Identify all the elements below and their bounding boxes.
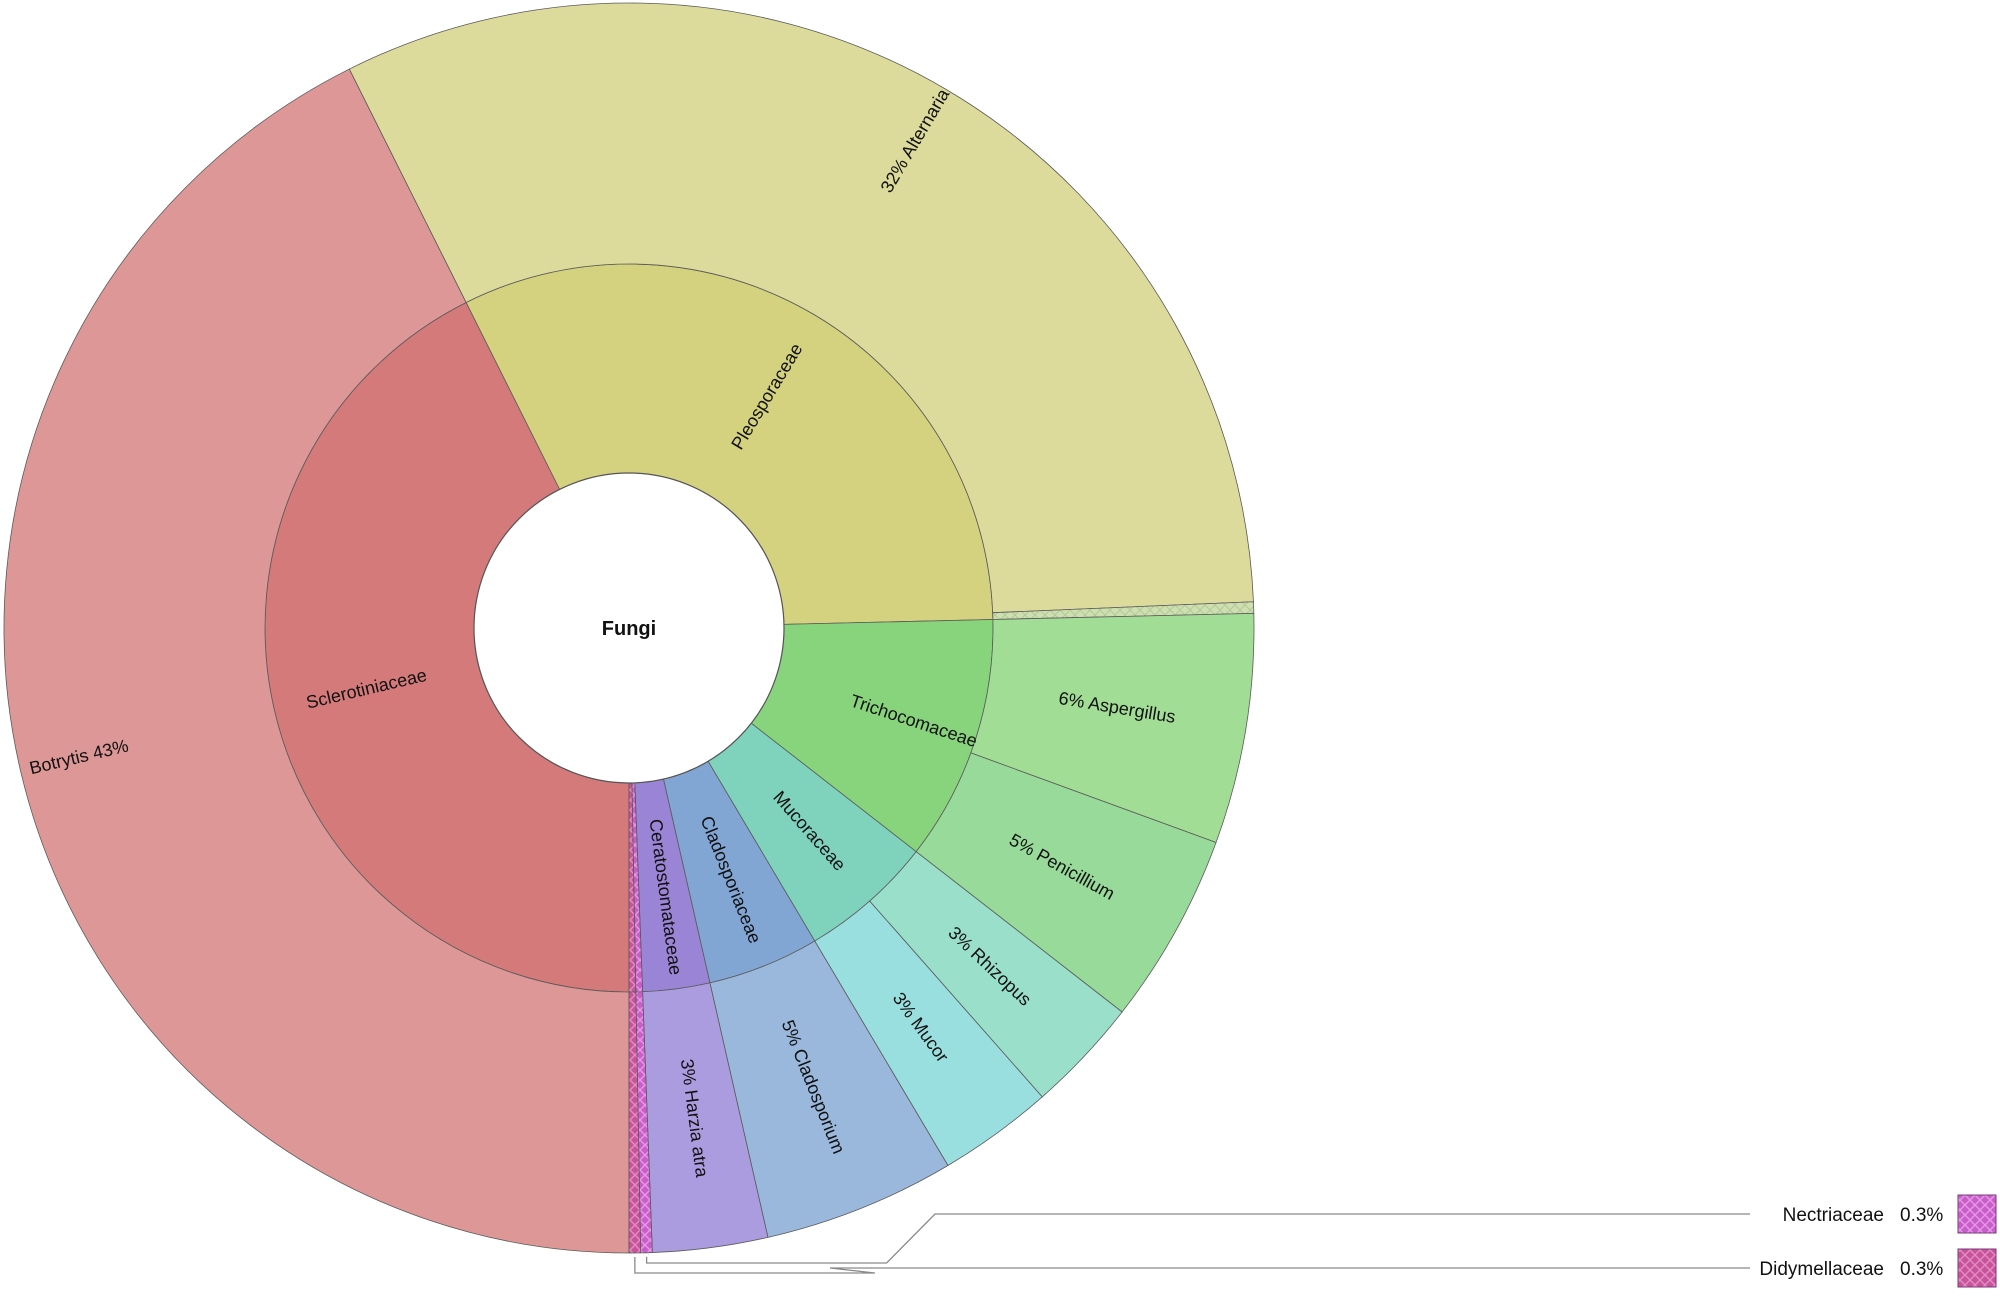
outer-ring (3, 2, 1255, 1254)
leader-line-nectriaceae (645, 1213, 1750, 1264)
legend-swatch-didymellaceae (1957, 1248, 1997, 1288)
legend-label-didymellaceae: Didymellaceae (1759, 1259, 1884, 1280)
center-hole (473, 472, 785, 784)
leader-line-didymellaceae (634, 1256, 1750, 1274)
legend-swatch-nectriaceae (1957, 1194, 1997, 1234)
outer-segment-botrytis (3, 68, 630, 1254)
outer-segment-didymellaceae-other (628, 991, 642, 1254)
legend-leader-lines (634, 1213, 1750, 1274)
legend-value-didymellaceae: 0.3% (1900, 1259, 1943, 1280)
inner-ring (264, 263, 994, 993)
outer-segment-alternaria (348, 2, 1254, 614)
center-label: Fungi (602, 618, 656, 640)
legend-label-nectriaceae: Nectriaceae (1783, 1205, 1884, 1226)
legend: Nectriaceae 0.3% Didymellaceae 0.3% (1759, 1194, 1997, 1288)
legend-value-nectriaceae: 0.3% (1900, 1205, 1943, 1226)
